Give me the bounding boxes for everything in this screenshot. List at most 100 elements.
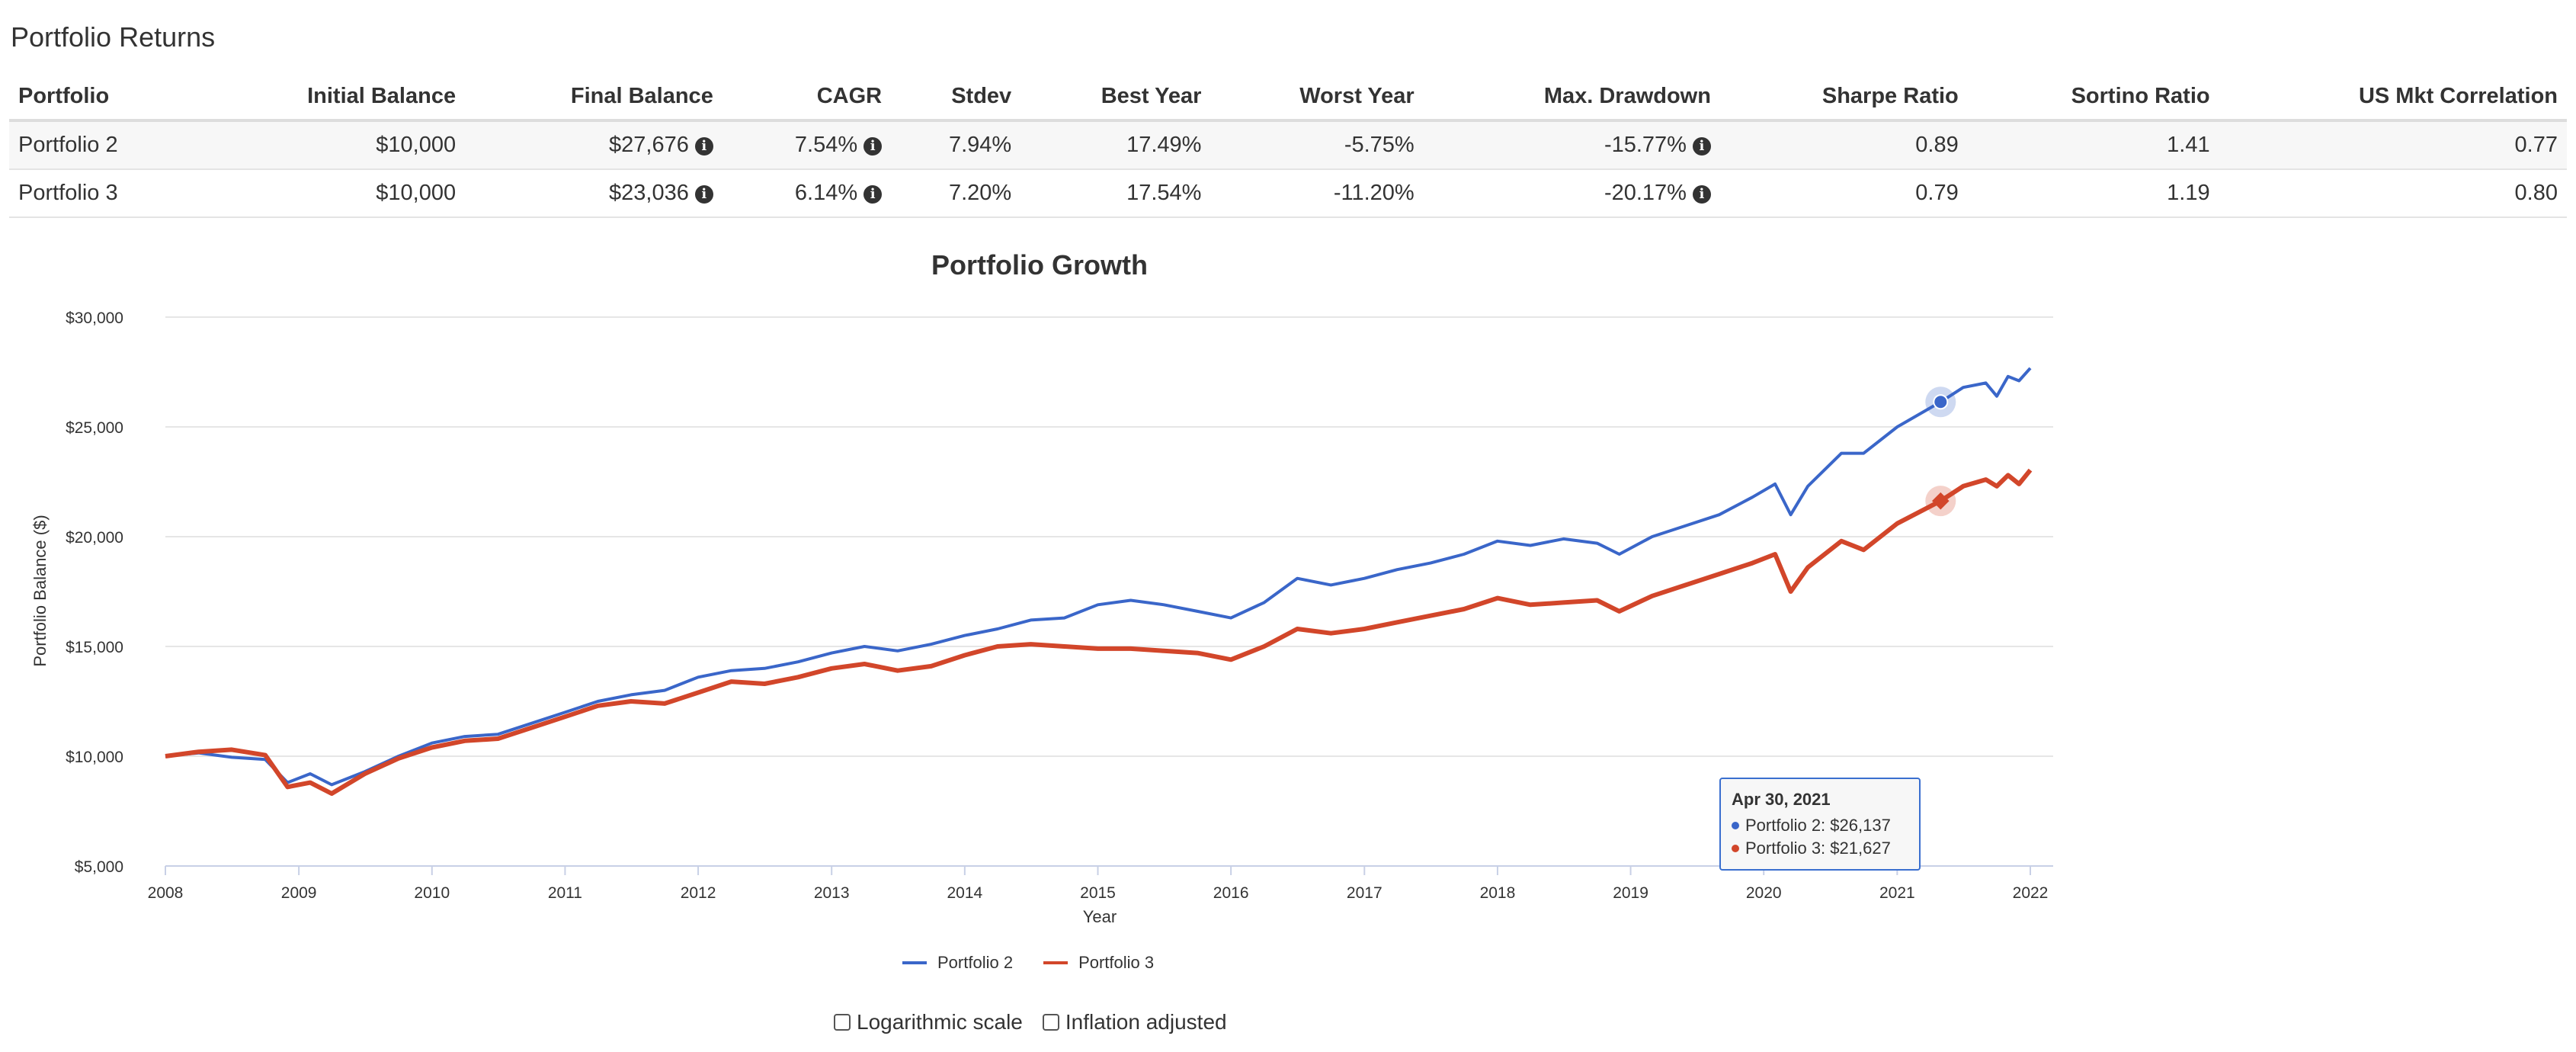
legend-swatch-portfolio-3: [1043, 961, 1069, 964]
table-header-row: Portfolio Initial Balance Final Balance …: [9, 73, 2567, 122]
tooltip-value-p3: Portfolio 3: $21,627: [1745, 839, 1891, 858]
x-tick-label: 2022: [2013, 884, 2049, 902]
cell-initial-balance: $10,000: [197, 169, 466, 218]
col-header-best-year: Best Year: [1020, 73, 1211, 122]
info-icon[interactable]: i: [863, 185, 883, 204]
tooltip-dot-p2: [1732, 822, 1739, 829]
x-tick-label: 2011: [548, 884, 582, 902]
x-tick-label: 2015: [1080, 884, 1116, 902]
series-line-portfolio-3: [165, 468, 2033, 796]
cell-sortino-ratio: 1.41: [1967, 120, 2219, 170]
cell-best-year: 17.54%: [1020, 169, 1211, 218]
tooltip-row: Portfolio 3: $21,627: [1732, 837, 1908, 860]
y-axis-label: Portfolio Balance ($): [30, 515, 50, 666]
x-tick-label: 2010: [414, 884, 450, 902]
cell-sharpe-ratio: 0.89: [1719, 120, 1968, 170]
cell-initial-balance: $10,000: [197, 120, 466, 170]
chart-legend: Portfolio 2 Portfolio 3: [902, 953, 1154, 973]
tooltip-date: Apr 30, 2021: [1732, 790, 1831, 809]
tooltip-dot-p3: [1732, 845, 1739, 852]
cell-value: -15.77%: [1604, 133, 1687, 157]
cell-value: 6.14%: [794, 181, 858, 205]
cell-value: $27,676: [609, 133, 689, 157]
col-header-cagr: CAGR: [722, 73, 892, 122]
info-icon[interactable]: i: [694, 185, 713, 204]
legend-label-portfolio-3: Portfolio 3: [1078, 953, 1155, 972]
col-header-us-mkt-correlation: US Mkt Correlation: [2219, 73, 2567, 122]
y-tick-label: $25,000: [66, 419, 123, 437]
col-header-portfolio: Portfolio: [9, 73, 198, 122]
portfolio-growth-chart: Portfolio Growth $5,000 $10,000 $15,000 $20…: [30, 249, 2053, 926]
y-tick-label: $30,000: [66, 310, 123, 327]
cell-stdev: 7.94%: [891, 120, 1021, 170]
x-tick-label: 2020: [1746, 884, 1782, 902]
x-axis-label: Year: [1083, 907, 1117, 926]
cell-worst-year: -5.75%: [1210, 120, 1424, 170]
cell-final-balance: $27,676 i: [465, 120, 722, 170]
x-tick-label: 2021: [1879, 884, 1915, 902]
cell-worst-year: -11.20%: [1210, 169, 1424, 218]
table-row: Portfolio 3 $10,000 $23,036 i 6.14% i 7.20…: [9, 169, 2567, 218]
cell-portfolio: Portfolio 2: [9, 120, 198, 170]
info-icon[interactable]: i: [1692, 137, 1711, 156]
info-icon[interactable]: i: [694, 137, 713, 156]
x-tick-label: 2018: [1480, 884, 1516, 902]
chart-options: Logarithmic scale Inflation adjusted: [834, 1010, 1227, 1034]
cell-final-balance: $23,036 i: [465, 169, 722, 218]
col-header-stdev: Stdev: [891, 73, 1021, 122]
series-lines: [165, 367, 2033, 796]
hover-markers: [1925, 386, 1956, 517]
x-tick-label: 2009: [281, 884, 317, 902]
col-header-sortino-ratio: Sortino Ratio: [1967, 73, 2219, 122]
tooltip-value-p2: Portfolio 2: $26,137: [1745, 816, 1891, 835]
info-icon[interactable]: i: [1692, 185, 1711, 204]
col-header-sharpe-ratio: Sharpe Ratio: [1719, 73, 1968, 122]
x-tick-label: 2008: [148, 884, 184, 902]
y-tick-label: $20,000: [66, 529, 123, 547]
cell-value: 7.54%: [794, 133, 858, 157]
y-tick-label: $10,000: [66, 749, 123, 766]
chart-title: Portfolio Growth: [931, 249, 1148, 281]
hover-marker-portfolio-3: [1931, 492, 1950, 510]
legend-item-portfolio-2[interactable]: Portfolio 2: [902, 953, 1013, 973]
x-tick-label: 2019: [1613, 884, 1648, 902]
cell-cagr: 7.54% i: [722, 120, 892, 170]
log-scale-label: Logarithmic scale: [857, 1010, 1023, 1034]
y-tick-label: $5,000: [75, 858, 123, 876]
x-tick-label: 2016: [1213, 884, 1249, 902]
log-scale-option[interactable]: Logarithmic scale: [834, 1010, 1023, 1034]
cell-cagr: 6.14% i: [722, 169, 892, 218]
portfolio-returns-table: Portfolio Initial Balance Final Balance …: [9, 73, 2567, 218]
col-header-final-balance: Final Balance: [465, 73, 722, 122]
section-title: Portfolio Returns: [11, 21, 216, 53]
cell-us-mkt-correlation: 0.80: [2219, 169, 2567, 218]
x-tick-label: 2014: [947, 884, 982, 902]
cell-best-year: 17.49%: [1020, 120, 1211, 170]
cell-us-mkt-correlation: 0.77: [2219, 120, 2567, 170]
x-tick-label: 2012: [681, 884, 716, 902]
cell-max-drawdown: -20.17% i: [1423, 169, 1720, 218]
inflation-adjusted-option[interactable]: Inflation adjusted: [1042, 1010, 1227, 1034]
tooltip-row: Portfolio 2: $26,137: [1732, 814, 1908, 837]
log-scale-checkbox[interactable]: [834, 1014, 851, 1031]
inflation-adjusted-label: Inflation adjusted: [1065, 1010, 1227, 1034]
hover-marker-portfolio-2: [1933, 394, 1949, 410]
inflation-adjusted-checkbox[interactable]: [1042, 1014, 1059, 1031]
cell-portfolio: Portfolio 3: [9, 169, 198, 218]
cell-sharpe-ratio: 0.79: [1719, 169, 1968, 218]
col-header-max-drawdown: Max. Drawdown: [1423, 73, 1720, 122]
y-tick-label: $15,000: [66, 639, 123, 656]
cell-max-drawdown: -15.77% i: [1423, 120, 1720, 170]
x-tick-label: 2013: [814, 884, 850, 902]
table-row: Portfolio 2 $10,000 $27,676 i 7.54% i 7.94…: [9, 120, 2567, 170]
series-line-portfolio-2: [165, 367, 2032, 787]
cell-value: -20.17%: [1604, 181, 1687, 205]
col-header-initial-balance: Initial Balance: [197, 73, 466, 122]
chart-tooltip: Apr 30, 2021 Portfolio 2: $26,137 Portfo…: [1719, 778, 1921, 871]
cell-sortino-ratio: 1.19: [1967, 169, 2219, 218]
axes: $5,000 $10,000 $15,000 $20,000 $25,000 $30,00…: [66, 310, 2048, 902]
info-icon[interactable]: i: [863, 137, 883, 156]
legend-label-portfolio-2: Portfolio 2: [937, 953, 1014, 972]
legend-swatch-portfolio-2: [902, 961, 927, 964]
legend-item-portfolio-3[interactable]: Portfolio 3: [1043, 953, 1154, 973]
